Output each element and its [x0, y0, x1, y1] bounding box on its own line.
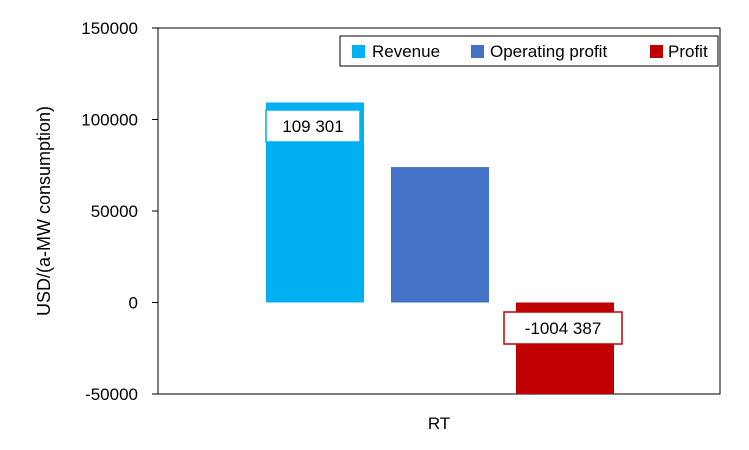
data-label-box [503, 311, 623, 345]
data-label-box [265, 109, 361, 143]
legend-label: Revenue [372, 42, 440, 61]
y-tick-label: 150000 [81, 19, 138, 38]
y-tick-label: 0 [129, 294, 138, 313]
data-label: -1004 387 [525, 319, 602, 338]
y-tick-label: 100000 [81, 111, 138, 130]
y-tick-label: 50000 [91, 202, 138, 221]
legend-swatch [352, 45, 365, 58]
y-axis-title: USD/(a-MW consumption) [34, 106, 54, 316]
x-tick-label: RT [428, 414, 450, 433]
data-label: 109 301 [282, 117, 343, 136]
y-tick-label: -50000 [85, 385, 138, 404]
legend-label: Operating profit [490, 42, 607, 61]
bar-operating-profit [391, 167, 489, 303]
data-labels: 109 301 -1004 387 [265, 109, 623, 345]
y-axis-ticks: -50000 0 50000 100000 150000 [81, 19, 158, 404]
legend: Revenue Operating profit Profit [339, 35, 719, 67]
legend-swatch [650, 45, 663, 58]
legend-swatch [471, 45, 484, 58]
legend-label: Profit [668, 42, 708, 61]
